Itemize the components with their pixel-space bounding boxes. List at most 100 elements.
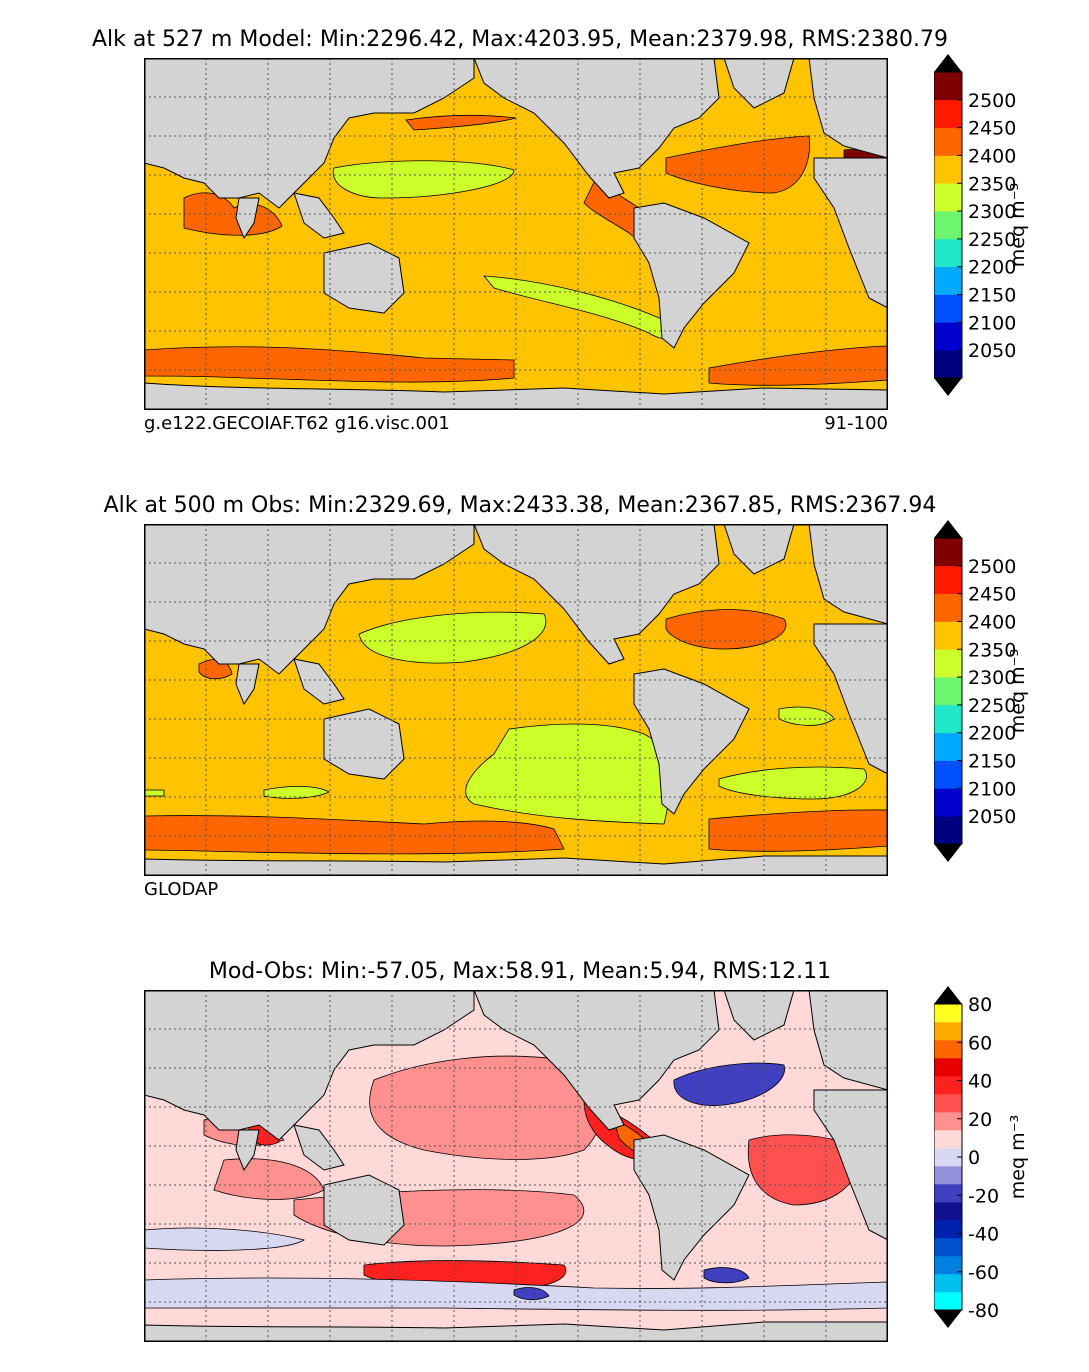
land-india (235, 663, 260, 706)
region-north-pacific-low (332, 160, 515, 199)
colorbar-tick-label: 2350 (968, 639, 1016, 661)
contour-regions (144, 1055, 888, 1311)
grid (144, 58, 888, 410)
colorbar-tick-label: -80 (968, 1300, 999, 1322)
colorbar-obs: 2050 2100 2150 2200 2250 2300 2350 2400 2450 2500… (934, 520, 1029, 862)
colorbar-tick-label: 2450 (968, 584, 1016, 606)
colorbar-tick-label: 2350 (968, 173, 1016, 195)
land-africa (813, 157, 888, 309)
colorbar-tick-label: 2050 (968, 806, 1016, 828)
colorbar-tick-label: 2050 (968, 340, 1016, 362)
colorbar-tick-label: 40 (968, 1071, 992, 1093)
colorbar-model: 2050 2100 2150 2200 2250 2300 2350 2400 2450 2500… (934, 54, 1029, 396)
land-north-america (473, 990, 720, 1131)
colorbar-tick-label: 2150 (968, 751, 1016, 773)
colorbar-frame (934, 71, 963, 379)
colorbar-tick-label: 2200 (968, 723, 1016, 745)
colorbar-tick-label: 2400 (968, 145, 1016, 167)
colorbar-segment (934, 238, 962, 268)
colorbar-segment (934, 322, 962, 351)
colorbar-tick-label: 60 (968, 1032, 992, 1054)
region-weddell-negative (513, 1267, 750, 1301)
region-north-atlantic-negative (673, 1062, 786, 1106)
colorbar-segment (934, 1274, 962, 1293)
land-southeast-asia (293, 1124, 345, 1171)
colorbar-segment (934, 1112, 962, 1131)
region-south-atlantic-low (144, 706, 867, 800)
land-south-america (633, 202, 750, 349)
land-north-america (473, 58, 720, 199)
region-north-pacific-low (358, 611, 547, 664)
colorbar-segment (934, 704, 962, 734)
panel-title: Alk at 500 m Obs: Min:2329.69, Max:2433.… (103, 493, 937, 518)
colorbar-segment (934, 1040, 962, 1059)
colorbar-segment (934, 1022, 962, 1041)
dataset-caption: GLODAP (144, 879, 219, 900)
colorbar-tick-label: 2100 (968, 778, 1016, 800)
land-india (235, 1129, 260, 1172)
colorbar-segment (934, 1076, 962, 1095)
land-greenland (723, 990, 795, 1041)
map-diff (144, 990, 888, 1342)
colorbar-tick-label: 2200 (968, 257, 1016, 279)
colorbar-tick-label: 2150 (968, 285, 1016, 307)
land-north-america (473, 524, 720, 665)
colorbar-segment (934, 1202, 962, 1221)
panel-model: Alk at 527 m Model: Min:2296.42, Max:420… (0, 0, 1089, 440)
land-greenland (723, 524, 795, 575)
colorbar-segment (934, 1166, 962, 1185)
panel-title: Alk at 527 m Model: Min:2296.42, Max:420… (91, 27, 949, 52)
colorbar-extend-min (934, 844, 962, 862)
colorbar-segment (934, 538, 962, 567)
region-southern-ocean-negative (144, 1227, 888, 1311)
colorbar-segment (934, 649, 962, 678)
colorbar-segment (934, 1094, 962, 1113)
map-obs (144, 524, 888, 876)
colorbar-extend-min (934, 378, 962, 396)
land-australia (323, 1174, 405, 1246)
colorbar-extend-max (934, 520, 962, 538)
colorbar-tick-label: 2300 (968, 667, 1016, 689)
colorbar-segment (934, 183, 962, 212)
land-southeast-asia (293, 192, 345, 239)
land-australia (323, 708, 405, 780)
colorbar-tick-label: 2100 (968, 312, 1016, 334)
region-south-pacific-low (465, 723, 671, 825)
colorbar-tick-label: 2250 (968, 695, 1016, 717)
land-southeast-asia (293, 658, 345, 705)
land-eurasia (144, 524, 888, 675)
colorbar-tick-label: -20 (968, 1185, 999, 1207)
colorbar-tick-label: 2500 (968, 90, 1016, 112)
colorbar-tick-label: 80 (968, 994, 992, 1016)
colorbar-segment (934, 350, 962, 379)
colorbar-extend-max (934, 54, 962, 72)
colorbar-tick-label: 2500 (968, 556, 1016, 578)
colorbar-segment (934, 155, 962, 184)
colorbar-tick-label: -60 (968, 1262, 999, 1284)
land-south-america (633, 1134, 750, 1281)
land-eurasia (144, 990, 888, 1141)
colorbar-segment (934, 1220, 962, 1239)
colorbar-segment (934, 565, 962, 594)
map-model (144, 58, 888, 410)
region-north-atlantic-high (665, 609, 787, 650)
colorbar-tick-label: 20 (968, 1109, 992, 1131)
colorbar-segment (934, 1184, 962, 1203)
land-australia (323, 242, 405, 314)
land-india (235, 197, 260, 240)
colorbar-segment (934, 760, 962, 789)
colorbar-segment (934, 1292, 962, 1311)
colorbar-segment (934, 266, 962, 295)
colorbar-tick-label: 2300 (968, 201, 1016, 223)
colorbar-tick-label: 2400 (968, 611, 1016, 633)
region-south-atlantic-positive (747, 1134, 865, 1206)
years-caption: 91-100 (824, 413, 888, 434)
colorbar-segment (934, 211, 962, 240)
colorbar-segment (934, 788, 962, 817)
colorbar-segment (934, 1256, 962, 1275)
run-caption: g.e122.GECOIAF.T62 g16.visc.001 (144, 413, 450, 434)
colorbar-diff: -80 -60 -40 -20 0 20 40 60 80 meq m⁻³ (934, 986, 1029, 1328)
colorbar-segment (934, 294, 962, 323)
panel-diff: Mod-Obs: Min:-57.05, Max:58.91, Mean:5.9… (0, 932, 1089, 1372)
colorbar-label: meq m⁻³ (1007, 649, 1029, 733)
